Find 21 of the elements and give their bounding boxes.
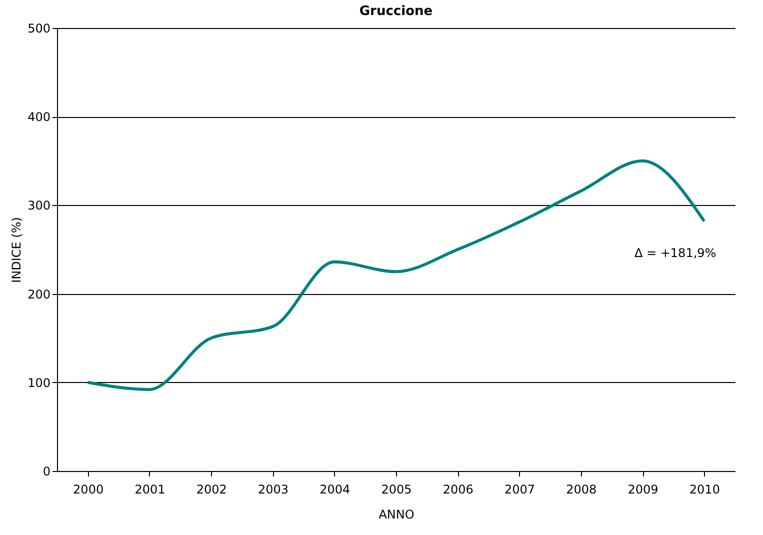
- x-tick-label: 2002: [196, 482, 227, 496]
- y-tick-label: 500: [28, 22, 50, 36]
- x-tick-label: 2006: [442, 482, 474, 496]
- x-tick-label: 2008: [566, 482, 597, 496]
- y-tick-label: 0: [42, 464, 50, 478]
- x-tick-label: 2005: [381, 482, 412, 496]
- x-tick-label: 2004: [320, 482, 350, 496]
- x-tick-label: 2007: [504, 482, 536, 496]
- y-tick-label: 100: [28, 376, 50, 390]
- y-tick-label: 400: [28, 110, 50, 124]
- x-tick-label: 2001: [134, 482, 166, 496]
- chart-title: Gruccione: [359, 4, 433, 19]
- x-tick-label: 2003: [258, 482, 288, 496]
- x-tick-label: 2009: [628, 482, 658, 496]
- y-tick-label: 200: [28, 287, 50, 302]
- y-axis-title: INDICE (%): [10, 217, 24, 283]
- y-tick-label: 300: [28, 198, 50, 213]
- x-axis-title: ANNO: [378, 508, 414, 522]
- x-tick-label: 2010: [689, 482, 720, 496]
- annotation: Δ = +181,9%: [634, 246, 716, 260]
- x-tick-label: 2000: [73, 482, 104, 496]
